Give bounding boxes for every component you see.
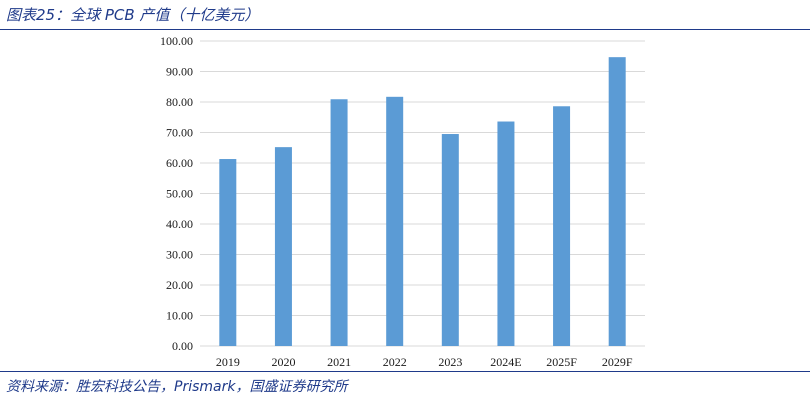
bar-2024E	[497, 121, 515, 347]
y-tick-label: 50.00	[166, 187, 193, 201]
x-tick-label: 2019	[216, 355, 240, 369]
y-tick-label: 90.00	[166, 65, 193, 79]
y-tick-label: 70.00	[166, 126, 193, 140]
x-tick-label: 2029F	[602, 355, 633, 369]
x-tick-label: 2023	[438, 355, 462, 369]
grid-lines	[200, 40, 645, 347]
y-tick-label: 80.00	[166, 95, 193, 109]
bar-2020	[274, 147, 292, 346]
y-tick-label: 60.00	[166, 156, 193, 170]
bar-2023	[441, 134, 459, 346]
x-tick-label: 2020	[271, 355, 295, 369]
bar-2025F	[553, 106, 571, 347]
bar-2021	[330, 99, 348, 346]
bar-2022	[386, 96, 404, 346]
bar-chart: 0.00 10.00 20.00 30.00 40.00 50.00 60.00 70.00 8…	[160, 34, 645, 369]
x-tick-label: 2022	[383, 355, 407, 369]
bar-2029F	[608, 57, 626, 346]
y-tick-label: 40.00	[166, 217, 193, 231]
bars	[219, 57, 626, 347]
y-tick-label: 100.00	[160, 34, 193, 48]
x-axis-tick-labels: 2019 2020 2021 2022 2023 2024E 2025F 2029F	[216, 355, 633, 369]
header-rule	[0, 29, 810, 30]
y-tick-label: 0.00	[172, 339, 193, 353]
footer-rule	[0, 371, 810, 372]
x-tick-label: 2025F	[546, 355, 577, 369]
y-axis-tick-labels: 0.00 10.00 20.00 30.00 40.00 50.00 60.00 70.00 8…	[160, 34, 193, 353]
y-tick-label: 30.00	[166, 248, 193, 262]
x-tick-label: 2021	[327, 355, 351, 369]
bar-2019	[219, 159, 237, 346]
figure-title: 图表25：全球 PCB 产值（十亿美元）	[6, 6, 260, 24]
y-tick-label: 10.00	[166, 309, 193, 323]
x-tick-label: 2024E	[490, 355, 521, 369]
y-tick-label: 20.00	[166, 278, 193, 292]
figure-source: 资料来源：胜宏科技公告，Prismark，国盛证券研究所	[6, 379, 348, 395]
